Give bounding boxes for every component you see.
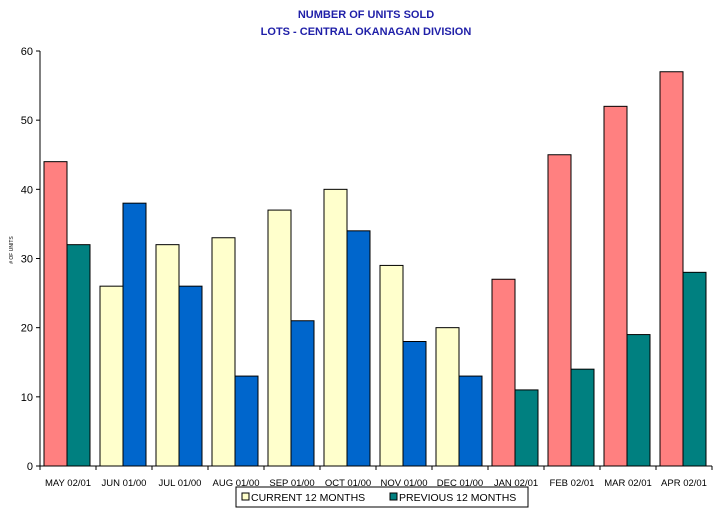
bars-group	[43, 71, 707, 467]
y-tick-label: 50	[21, 115, 33, 127]
bar-current-5	[323, 188, 348, 467]
y-tick-label: 10	[21, 392, 33, 404]
legend-swatch-0	[241, 492, 250, 501]
x-tick-label: APR 02/01	[661, 478, 707, 489]
bar-previous-2	[178, 285, 203, 467]
bar-previous-7	[458, 375, 483, 467]
bar-current-9	[547, 154, 572, 467]
bar-previous-8	[514, 389, 539, 467]
bar-current-7	[435, 327, 460, 467]
legend-box	[235, 486, 529, 508]
legend-label-0: CURRENT 12 MONTHS	[251, 492, 365, 504]
x-tick-label: OCT 01/00	[325, 478, 371, 489]
bar-previous-5	[346, 230, 371, 467]
y-tick-label: 60	[21, 46, 33, 58]
bar-current-8	[491, 278, 516, 467]
x-tick-label: FEB 02/01	[550, 478, 595, 489]
bar-previous-11	[682, 271, 707, 467]
chart-subtitle: LOTS - CENTRAL OKANAGAN DIVISION	[261, 26, 472, 38]
legend-label-1: PREVIOUS 12 MONTHS	[399, 492, 516, 504]
bar-current-10	[603, 105, 628, 467]
bar-current-2	[155, 244, 180, 467]
bar-previous-9	[570, 368, 595, 467]
x-tick-labels: MAY 02/01 JUN 01/00 JUL 01/00 AUG 01/00 SEP …	[45, 478, 707, 489]
bar-current-6	[379, 264, 404, 467]
bar-previous-1	[122, 202, 147, 467]
legend: CURRENT 12 MONTHS PREVIOUS 12 MONTHS	[235, 486, 529, 508]
legend-swatch-1	[389, 492, 398, 501]
y-axis-label: # OF UNITS	[9, 236, 15, 264]
x-tick-label: SEP 01/00	[269, 478, 314, 489]
x-tick-label: NOV 01/00	[381, 478, 428, 489]
bar-previous-10	[626, 334, 651, 467]
x-tick-label: JAN 02/01	[494, 478, 538, 489]
bar-current-4	[267, 209, 292, 467]
y-tick-label: 30	[21, 254, 33, 266]
bar-current-0	[43, 161, 68, 467]
bar-previous-4	[290, 320, 315, 467]
x-tick-label: AUG 01/00	[213, 478, 260, 489]
bar-previous-3	[234, 375, 259, 467]
bar-current-1	[99, 285, 124, 467]
y-tick-label: 40	[21, 184, 33, 196]
x-tick-label: DEC 01/00	[437, 478, 483, 489]
x-tick-label: JUL 01/00	[159, 478, 202, 489]
y-tick-label: 0	[27, 461, 33, 473]
x-tick-label: JUN 01/00	[102, 478, 147, 489]
axes-group	[36, 50, 713, 470]
bar-previous-6	[402, 341, 427, 467]
chart-title: NUMBER OF UNITS SOLD	[298, 9, 434, 21]
bar-current-11	[659, 71, 684, 467]
y-tick-labels: 0 10 20 30 40 50 60	[21, 46, 33, 473]
x-tick-label: MAR 02/01	[604, 478, 652, 489]
y-tick-label: 20	[21, 323, 33, 335]
x-tick-label: MAY 02/01	[45, 478, 91, 489]
bar-current-3	[211, 237, 236, 467]
bar-previous-0	[66, 244, 91, 467]
